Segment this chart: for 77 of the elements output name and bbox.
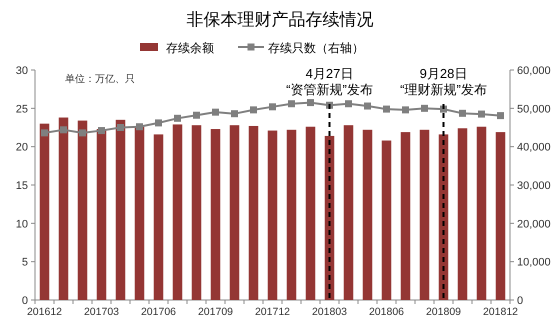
point (98, 127, 105, 134)
bar (476, 126, 486, 300)
bar (192, 125, 202, 300)
point (459, 110, 466, 117)
point (478, 110, 485, 118)
bar (496, 132, 506, 300)
bar (210, 129, 220, 300)
point (383, 106, 390, 113)
y2-tick-label: 20,000 (517, 218, 551, 230)
refline: 4月27日 “资管新规”发布 (286, 66, 373, 300)
y-tick-label: 10 (16, 218, 28, 230)
bar (96, 129, 106, 300)
bar (116, 120, 126, 300)
bar (40, 124, 50, 300)
x-tick-label: 201712 (254, 306, 290, 318)
bar (134, 126, 144, 300)
x-tick-label: 201809 (426, 306, 462, 318)
bar (344, 125, 354, 300)
bar (58, 118, 68, 300)
y-tick-label: 0 (22, 295, 28, 307)
bar (306, 126, 316, 300)
bar (286, 130, 296, 300)
point (174, 114, 181, 122)
point (402, 106, 409, 114)
bar (172, 124, 182, 300)
ref-line-label: 4月27日 “资管新规”发布 (286, 66, 373, 97)
x-tick-label: 201812 (482, 306, 518, 318)
bar (420, 130, 430, 300)
y2-tick-label: 50,000 (517, 103, 551, 116)
point (212, 108, 219, 116)
legend-label: 存续余额 (166, 41, 214, 55)
y2-tick-label: 30,000 (517, 180, 551, 192)
point (364, 102, 371, 110)
ref-line-label: 9月28日 “理财新规”发布 (400, 66, 487, 97)
bar (400, 132, 410, 300)
bar (268, 130, 278, 300)
bar (458, 128, 468, 300)
y-tick-label: 30 (16, 65, 28, 77)
x-tick-label: 201803 (312, 306, 348, 318)
y-tick-label: 5 (22, 256, 28, 269)
bar (382, 140, 392, 300)
point (79, 129, 86, 136)
refline: 9月28日 “理财新规”发布 (400, 66, 487, 300)
point (193, 112, 200, 119)
point (117, 124, 124, 131)
point (155, 119, 162, 126)
y-tick-label: 20 (16, 142, 28, 154)
bar (362, 130, 372, 300)
point (269, 103, 276, 110)
x-tick-label: 201612 (26, 306, 62, 318)
annotation: 单位：万亿、只 (65, 73, 135, 85)
point (307, 99, 314, 106)
point (345, 100, 352, 108)
point (497, 112, 504, 120)
point (231, 110, 238, 118)
point (60, 126, 67, 134)
y2-tick-label: 0 (517, 295, 524, 307)
x-tick-label: 201706 (140, 306, 176, 318)
point (250, 106, 257, 114)
y2-tick-label: 10,000 (517, 256, 551, 269)
chart-title: 非保本理财产品存续情况 (186, 10, 374, 29)
bar (248, 126, 258, 300)
legend-label: 存续只数（右轴） (268, 41, 364, 55)
bar (78, 120, 88, 300)
y-tick-label: 15 (16, 180, 28, 192)
point (41, 129, 48, 136)
point (136, 123, 143, 130)
point (421, 104, 428, 112)
x-tick-label: 201806 (368, 306, 404, 318)
bar (154, 134, 164, 300)
x-tick-label: 201703 (84, 306, 120, 318)
point (288, 100, 295, 108)
y2-tick-label: 40,000 (517, 142, 551, 154)
x-tick-label: 201709 (198, 306, 234, 318)
bar (230, 125, 240, 300)
y-tick-label: 25 (16, 103, 28, 116)
y2-tick-label: 60,000 (517, 65, 551, 77)
